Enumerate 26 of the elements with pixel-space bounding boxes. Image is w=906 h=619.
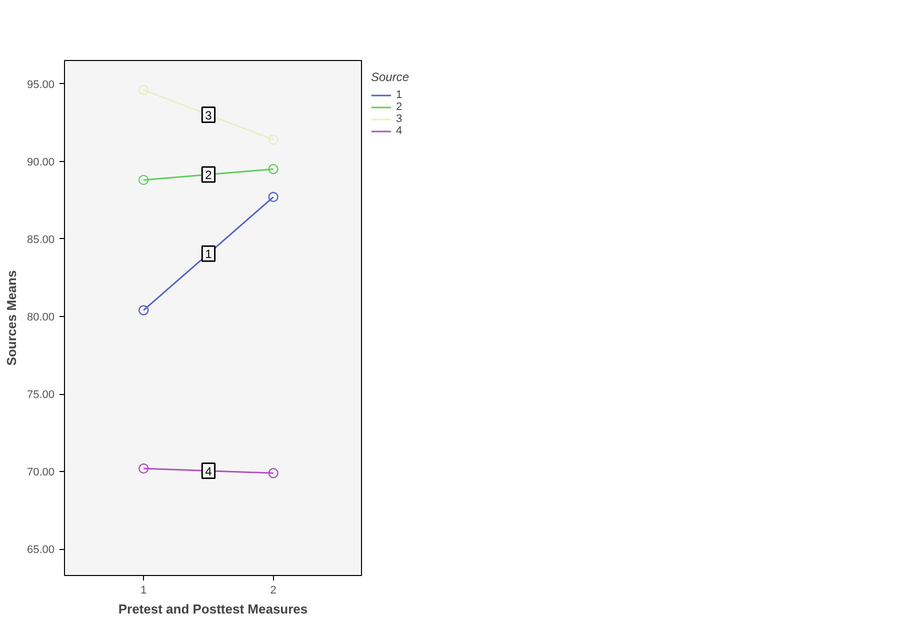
point xyxy=(268,134,278,145)
legend-title: Source xyxy=(371,70,410,84)
y-tick-label: 75.00 xyxy=(26,389,55,402)
point xyxy=(138,84,149,96)
point xyxy=(138,174,149,186)
text: 1 xyxy=(205,247,212,262)
y-tick-label: 85.00 xyxy=(26,234,55,246)
y-axis-title: Sources Means xyxy=(4,270,19,366)
y-tick-label: 70.00 xyxy=(26,466,55,479)
legend-label: 3 xyxy=(396,113,404,125)
y-tick-label: 80.00 xyxy=(26,311,55,324)
point xyxy=(268,192,278,202)
legend-label: 1 xyxy=(396,89,404,101)
y-tick-label: 95.00 xyxy=(26,78,55,91)
y-tick-label: 90.00 xyxy=(26,156,55,168)
legend-label: 2 xyxy=(396,101,404,113)
legend-label: 4 xyxy=(396,125,404,137)
text: 4 xyxy=(205,464,212,478)
x-axis-title: Pretest and Posttest Measures xyxy=(118,602,308,616)
point xyxy=(138,305,149,316)
point xyxy=(138,463,149,474)
y-tick-label: 65.00 xyxy=(26,544,55,556)
text: 2 xyxy=(205,168,212,182)
point xyxy=(268,164,278,174)
point xyxy=(268,468,278,478)
text: 3 xyxy=(205,108,212,122)
